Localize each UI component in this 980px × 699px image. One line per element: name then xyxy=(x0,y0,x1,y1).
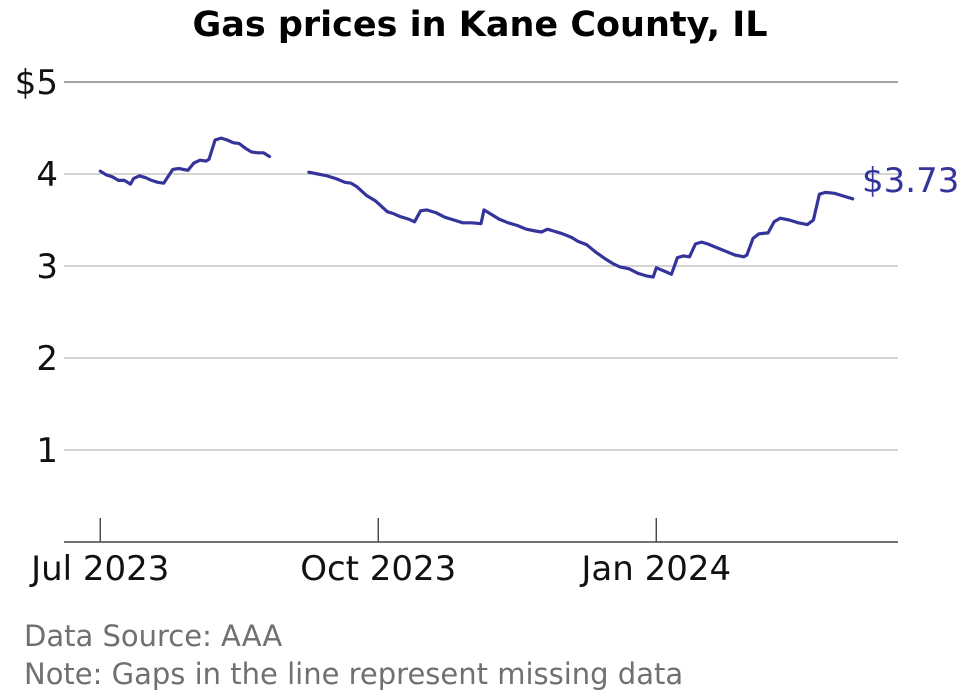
series-line-segment xyxy=(98,136,272,186)
data-source-note: Data Source: AAA xyxy=(24,619,282,653)
x-axis-ticks: Jul 2023 Oct 2023 Jan 2024 xyxy=(29,518,731,589)
x-tick-label: Jul 2023 xyxy=(29,549,169,589)
y-tick-label: 3 xyxy=(36,247,58,287)
chart-title: Gas prices in Kane County, IL xyxy=(192,5,767,45)
y-tick-label: 1 xyxy=(36,431,58,471)
gridlines xyxy=(64,81,898,451)
series-line-segment xyxy=(307,170,855,279)
price-series xyxy=(98,136,855,279)
y-tick-label: 2 xyxy=(36,339,58,379)
y-tick-label: 4 xyxy=(36,155,58,195)
y-axis-tick-labels: $5 4 3 2 1 xyxy=(15,63,58,471)
x-tick-label: Oct 2023 xyxy=(300,549,456,589)
missing-data-note: Note: Gaps in the line represent missing… xyxy=(24,657,683,691)
y-tick-label: $5 xyxy=(15,63,58,103)
x-tick-label: Jan 2024 xyxy=(579,549,731,589)
latest-price-label: $3.73 xyxy=(862,161,959,201)
